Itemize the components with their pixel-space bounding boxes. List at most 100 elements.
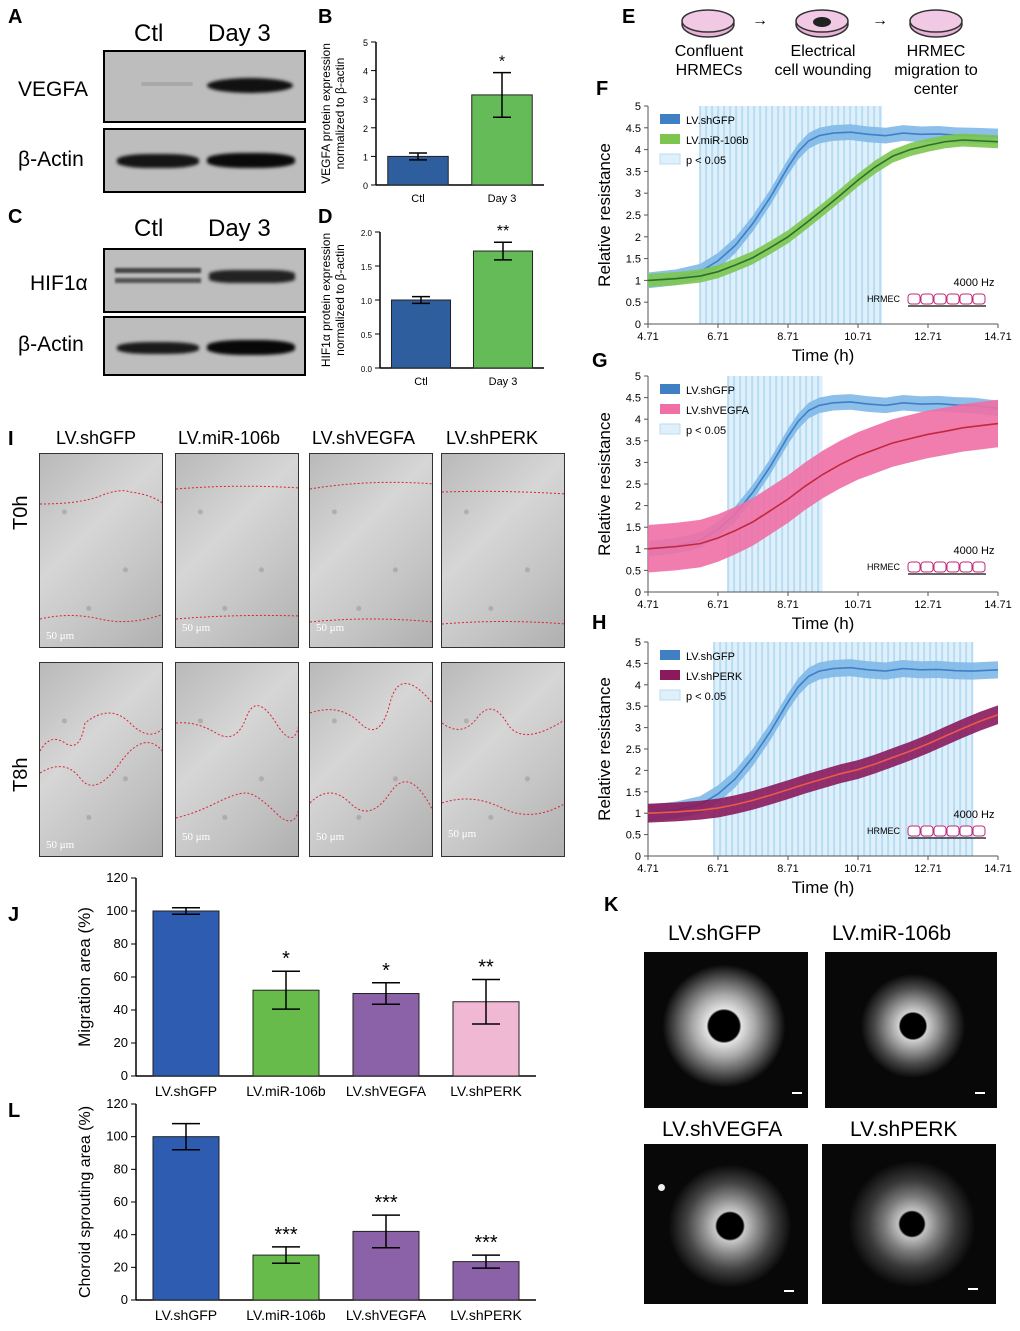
y-tick-label: 3.5 (626, 166, 641, 178)
y-tick-label: 1 (635, 275, 641, 287)
y-tick-label: 1.5 (626, 787, 641, 799)
bar (352, 993, 420, 1077)
sprout-halo-shgfp (656, 958, 792, 1094)
electrode-cell-icon (959, 293, 973, 305)
category-label: LV.shGFP (155, 1307, 217, 1323)
legend-label: p < 0.05 (686, 425, 726, 437)
significance-mark: * (382, 960, 390, 982)
y-tick-label: 5 (363, 38, 368, 48)
y-tick-label: 4 (635, 145, 641, 157)
electrode-cell-icon (933, 561, 947, 573)
legend-label: LV.shVEGFA (686, 405, 750, 417)
schematic-step3-line2: migration to (894, 62, 978, 79)
micrograph-shperk-t8h: 50 μm (441, 662, 565, 857)
bar (152, 910, 220, 1077)
electrode-cell-icon (907, 561, 921, 573)
y-tick-label: 4.5 (626, 658, 641, 670)
frequency-label: 4000 Hz (954, 809, 995, 821)
category-label: LV.miR-106b (246, 1083, 326, 1099)
y-tick-label: 4 (635, 414, 641, 426)
y-axis-label: HIF1α protein expression (319, 233, 333, 367)
sprout-artifact-shvegfa (658, 1184, 665, 1191)
schematic-wounding: → → Confluent HRMECs Electrical cell wou… (650, 6, 1020, 106)
band-hif1a-ctl-lower (115, 278, 201, 283)
band-actin-c-ctl (117, 342, 199, 354)
y-tick-label: 120 (106, 1096, 128, 1111)
y-tick-label: 60 (114, 969, 128, 984)
electrode-cell-icon (946, 293, 960, 305)
cell-label: HRMEC (867, 562, 900, 572)
sprout-scale-shvegfa (784, 1290, 794, 1292)
y-tick-label: 100 (106, 903, 128, 918)
y-axis-label: VEGFA protein expression (319, 43, 333, 184)
bar (152, 1136, 220, 1301)
series-error-band (648, 399, 998, 573)
y-tick-label: 20 (114, 1259, 128, 1274)
x-axis-label: Time (h) (792, 346, 855, 365)
y-tick-label: 1.5 (626, 254, 641, 266)
blot-a-header-ctl: Ctl (134, 20, 164, 47)
micrograph-shgfp-t0h: 50 μm (39, 453, 163, 648)
sprout-scale-mir106b (975, 1092, 985, 1094)
y-tick-label: 3.5 (626, 436, 641, 448)
y-tick-label: 40 (114, 1227, 128, 1242)
y-tick-label: 80 (114, 1161, 128, 1176)
y-tick-label: 4.5 (626, 123, 641, 135)
schematic-step3-text: HRMEC migration to center (886, 42, 986, 99)
micrograph-shvegfa-t0h: 50 μm (309, 453, 433, 648)
electrode-cell-icon (907, 293, 921, 305)
y-tick-label: 0 (635, 319, 641, 331)
x-tick-label: 14.71 (984, 599, 1012, 611)
y-axis-label: Relative resistance (595, 412, 614, 556)
series-line (647, 131, 999, 282)
scale-bar-i7: 50 μm (448, 828, 477, 840)
sprout-title-shperk: LV.shPERK (850, 1118, 958, 1141)
significance-mark: * (499, 54, 505, 71)
blot-hif1a (103, 248, 306, 313)
y-axis-label: normalized to β-actin (333, 244, 347, 356)
mic-col-title-3: LV.shVEGFA (312, 428, 416, 448)
blot-c-label-hif1a: HIF1α (30, 272, 88, 295)
chart-j-migration-area: 0 20 40 60 80 100 120 LV.shGFP * LV.miR-106b * LV.s… (75, 870, 536, 1099)
significance-mark: * (282, 948, 290, 970)
y-tick-label: 2.5 (626, 210, 641, 222)
x-tick-label: 10.71 (844, 599, 872, 611)
category-label: LV.miR-106b (246, 1307, 326, 1323)
blot-a-header-day3: Day 3 (208, 20, 271, 47)
y-tick-label: 0 (121, 1292, 128, 1307)
legend-swatch-significance (659, 153, 681, 165)
blot-a-label-actin: β-Actin (18, 148, 84, 171)
electrode-cell-icon (972, 561, 986, 573)
y-tick-label: 0.5 (626, 297, 641, 309)
series-error-band (648, 659, 998, 822)
y-tick-label: 2 (635, 765, 641, 777)
band-vegfa-day3 (207, 78, 293, 93)
legend-swatch (660, 114, 680, 124)
electrode-cell-icon (959, 825, 973, 837)
y-tick-label: 0 (121, 1068, 128, 1083)
category-label: Day 3 (488, 193, 517, 205)
electrode-cell-icon (920, 561, 934, 573)
y-tick-label: 0.0 (361, 365, 373, 374)
schematic-arrow-1: → (752, 12, 768, 29)
electrode-cell-icon (946, 825, 960, 837)
x-tick-label: 10.71 (844, 863, 872, 875)
schematic-step3-line3: center (913, 81, 959, 98)
panel-letter-e: E (622, 6, 636, 28)
legend-swatch (660, 404, 680, 414)
x-tick-label: 6.71 (707, 331, 728, 343)
significance-mark: ** (497, 223, 509, 240)
bar (387, 155, 449, 186)
schematic-step1-line1: Confluent (674, 43, 744, 60)
blot-a-label-vegfa: VEGFA (18, 78, 89, 101)
sprout-title-shgfp: LV.shGFP (668, 922, 762, 945)
y-tick-label: 5 (635, 101, 641, 113)
scale-bar-i3: 50 μm (316, 622, 345, 634)
category-label: Ctl (414, 376, 427, 388)
y-tick-label: 3 (635, 188, 641, 200)
y-tick-label: 1 (635, 808, 641, 820)
dish-confluent-icon (681, 9, 735, 38)
blot-c-label-actin: β-Actin (18, 333, 84, 356)
y-tick-label: 1.5 (626, 522, 641, 534)
category-label: LV.shGFP (155, 1083, 217, 1099)
